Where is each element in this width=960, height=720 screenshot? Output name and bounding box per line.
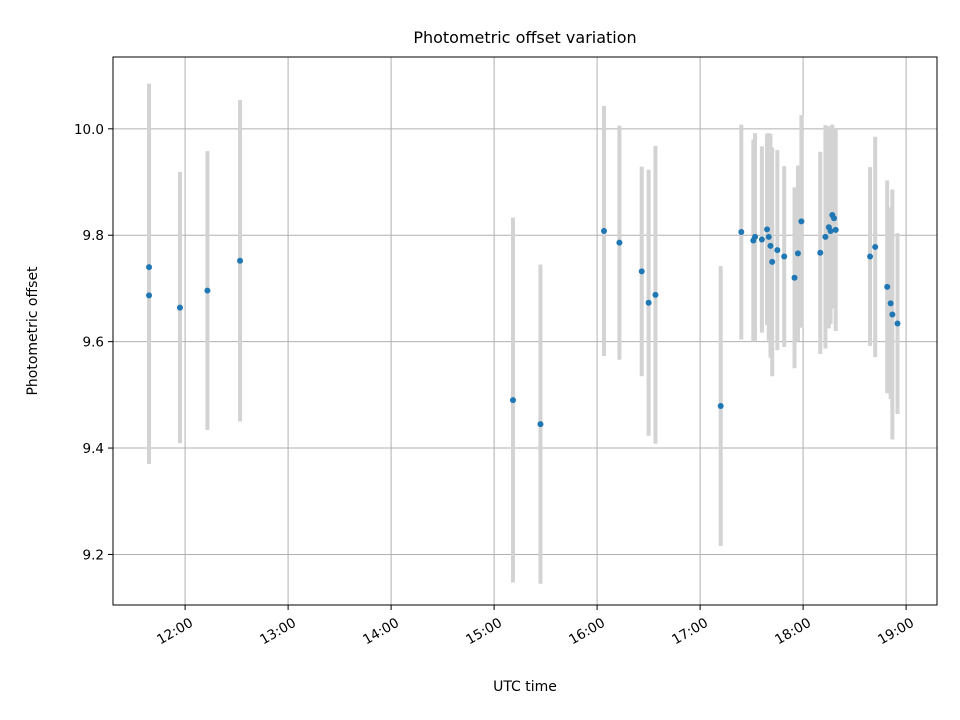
data-point [774, 247, 781, 254]
data-point [769, 258, 776, 265]
data-point [717, 403, 724, 410]
data-point [237, 257, 244, 264]
data-point [798, 218, 805, 225]
data-point [817, 249, 824, 256]
data-point [831, 215, 837, 222]
plot-frame [112, 56, 938, 606]
data-point [822, 233, 829, 240]
data-point [652, 291, 659, 298]
data-point [872, 243, 879, 250]
data-point [537, 421, 544, 428]
chart-title: Photometric offset variation [413, 28, 636, 47]
data-point [767, 242, 774, 249]
data-point [738, 229, 745, 236]
data-point [638, 268, 645, 275]
data-point [645, 299, 652, 306]
x-axis-label: UTC time [493, 679, 557, 695]
data-point [146, 264, 153, 271]
y-axis-label: Photometric offset [25, 266, 41, 396]
data-point [827, 227, 834, 234]
data-point [204, 287, 211, 294]
data-point [600, 227, 607, 234]
data-point [765, 233, 772, 240]
y-tick-label: 9.2 [83, 547, 104, 563]
point-layer [146, 212, 901, 428]
y-tick-label: 9.8 [83, 228, 104, 244]
data-point [791, 274, 798, 281]
data-point [781, 253, 788, 260]
data-point [176, 304, 183, 311]
y-tick-label: 10.0 [74, 122, 104, 138]
data-point [758, 236, 765, 243]
y-tick-label: 9.6 [83, 335, 104, 351]
y-tick-label: 9.4 [83, 441, 104, 457]
data-point [794, 250, 801, 257]
data-point [509, 397, 516, 404]
data-point [884, 283, 891, 290]
data-point [752, 233, 759, 240]
data-point [146, 292, 153, 299]
data-point [832, 226, 839, 233]
data-point [616, 239, 623, 246]
data-point [867, 253, 874, 260]
data-point [894, 320, 901, 327]
data-point [764, 226, 771, 233]
data-point [887, 300, 894, 307]
data-point [889, 311, 896, 318]
